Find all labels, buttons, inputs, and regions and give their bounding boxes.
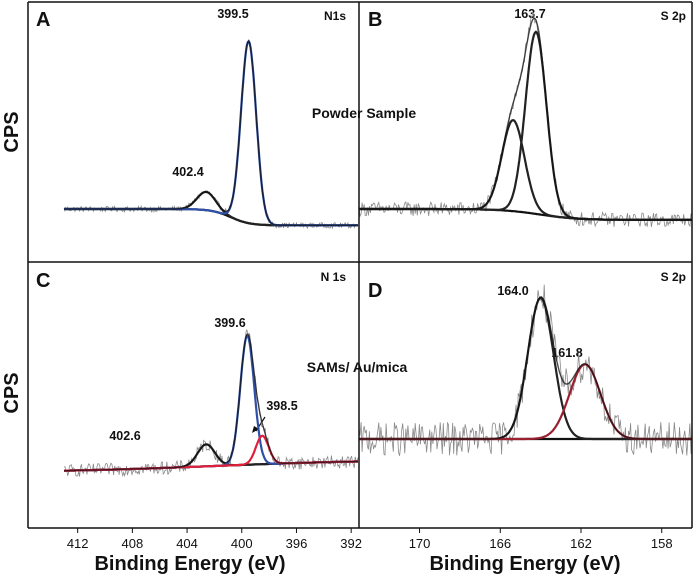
x-tick-label-404: 404: [176, 536, 198, 551]
curves-layer: [63, 11, 693, 478]
raw-spectrum-c: [63, 328, 359, 478]
x-tick-label-412: 412: [67, 536, 89, 551]
x-tick-label-170: 170: [409, 536, 431, 551]
y-axis-title-bottom: CPS: [1, 372, 23, 413]
fit-component-a-2: [64, 39, 358, 227]
x-tick-label-408: 408: [122, 536, 144, 551]
panel-b-corner-label: S 2p: [661, 9, 686, 23]
panel-d-corner-label: S 2p: [661, 270, 686, 284]
x-tick-label-166: 166: [489, 536, 511, 551]
x-tick-label-158: 158: [651, 536, 673, 551]
peak-label-399-5: 399.5: [217, 7, 248, 21]
fit-envelope-b: [359, 17, 692, 221]
peak-398-5-arrowhead: [252, 426, 259, 433]
ticks-layer: 412 408 404 400 396 392 170 166 162 158: [67, 528, 673, 551]
fit-component-c-2: [64, 334, 358, 472]
y-axis-title-top: CPS: [1, 111, 23, 152]
x-axis-title-left: Binding Energy (eV): [94, 553, 285, 575]
note-sams-au-mica: SAMs/ Au/mica: [307, 359, 408, 375]
panel-a: A N1s 399.5 402.4: [36, 7, 346, 179]
fit-component-b-1: [359, 30, 692, 221]
panel-c: C N 1s 399.6 402.6 398.5: [36, 270, 346, 443]
frame-layer: [27, 1, 693, 529]
raw-spectrum-d: [358, 284, 693, 456]
peak-label-402-4: 402.4: [172, 165, 203, 179]
note-powder-sample: Powder Sample: [312, 105, 416, 121]
panel-letter-a: A: [36, 9, 50, 31]
raw-spectrum-a: [63, 39, 359, 230]
panel-letter-d: D: [368, 280, 382, 302]
peak-label-402-6: 402.6: [109, 429, 140, 443]
x-tick-label-392: 392: [340, 536, 362, 551]
panel-c-corner-label: N 1s: [321, 270, 347, 284]
fit-envelope-c: [64, 332, 358, 472]
panel-letter-c: C: [36, 270, 50, 292]
panel-letter-b: B: [368, 9, 382, 31]
peak-label-398-5: 398.5: [266, 399, 297, 413]
peak-label-163-7: 163.7: [514, 7, 545, 21]
panel-b: B S 2p 163.7: [368, 7, 686, 31]
x-tick-label-162: 162: [570, 536, 592, 551]
x-tick-label-400: 400: [231, 536, 253, 551]
fit-envelope-a: [64, 39, 358, 227]
x-axis-title-right: Binding Energy (eV): [429, 553, 620, 575]
x-tick-label-396: 396: [286, 536, 308, 551]
fit-envelope-d: [359, 296, 692, 440]
peak-label-399-6: 399.6: [214, 316, 245, 330]
panel-d: D S 2p 164.0 161.8: [368, 270, 686, 360]
panel-a-corner-label: N1s: [324, 9, 346, 23]
peak-label-164-0: 164.0: [497, 284, 528, 298]
